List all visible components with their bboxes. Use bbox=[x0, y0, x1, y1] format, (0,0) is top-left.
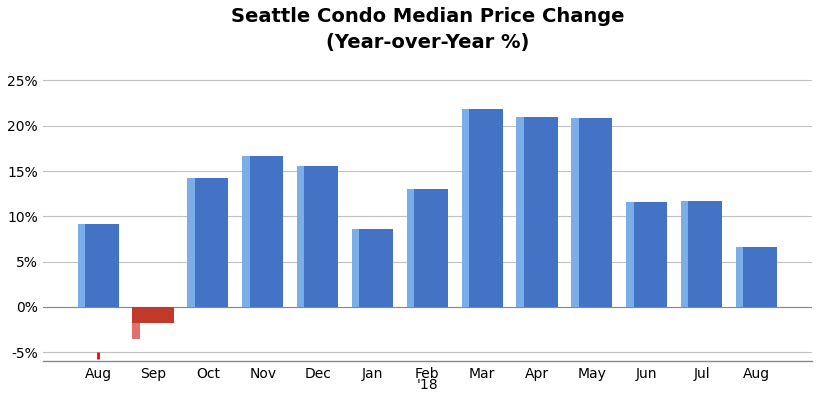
Bar bbox=[352, 229, 393, 307]
Title: Seattle Condo Median Price Change
(Year-over-Year %): Seattle Condo Median Price Change (Year-… bbox=[231, 7, 624, 52]
Bar bbox=[681, 201, 689, 307]
Bar bbox=[78, 224, 119, 307]
Bar bbox=[572, 118, 613, 307]
Bar bbox=[736, 247, 777, 307]
Bar bbox=[352, 229, 360, 307]
Bar bbox=[462, 110, 469, 307]
Bar bbox=[517, 117, 558, 307]
Text: '18: '18 bbox=[417, 378, 438, 391]
Bar bbox=[297, 166, 338, 307]
Bar bbox=[407, 189, 448, 307]
Bar bbox=[462, 110, 503, 307]
Bar bbox=[627, 202, 667, 307]
Bar bbox=[572, 118, 579, 307]
Bar bbox=[242, 156, 250, 307]
Bar bbox=[133, 323, 140, 339]
Bar bbox=[188, 178, 229, 307]
Bar bbox=[133, 307, 174, 323]
Bar bbox=[242, 156, 283, 307]
Bar bbox=[407, 189, 414, 307]
Bar bbox=[517, 117, 524, 307]
Bar bbox=[78, 224, 85, 307]
Bar bbox=[736, 247, 744, 307]
Bar bbox=[188, 178, 195, 307]
Bar bbox=[681, 201, 722, 307]
Bar bbox=[297, 166, 305, 307]
Bar bbox=[627, 202, 634, 307]
